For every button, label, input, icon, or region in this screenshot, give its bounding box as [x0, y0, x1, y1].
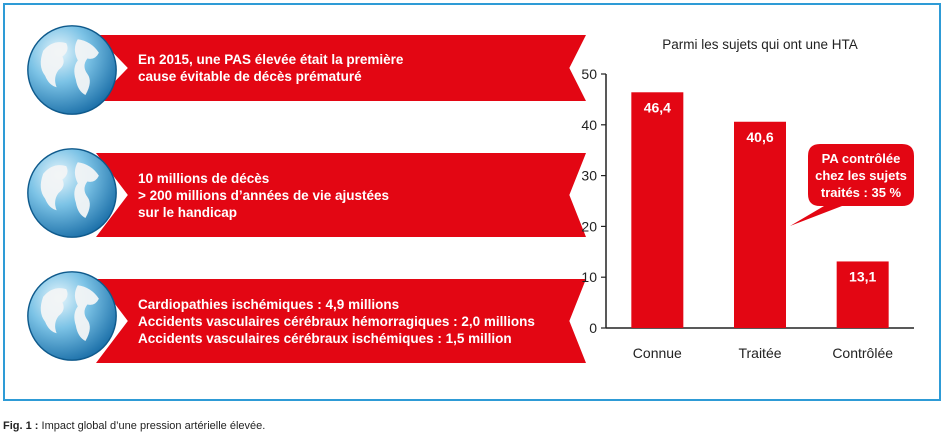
bar-value-label: 40,6: [746, 129, 773, 145]
bar-value-label: 13,1: [849, 268, 876, 284]
info-line: Accidents vasculaires cérébraux hémorrag…: [138, 313, 535, 329]
bar: [631, 92, 684, 329]
bar-chart: Parmi les sujets qui ont une HTA 0 10 20 30…: [581, 37, 914, 361]
figure-caption: Fig. 1 : Impact global d’une pression ar…: [3, 420, 265, 432]
chart-title: Parmi les sujets qui ont une HTA: [662, 37, 858, 52]
y-tick-label: 20: [581, 218, 597, 234]
info-banner-1: En 2015, une PAS élevée était la premièr…: [96, 35, 586, 101]
info-line: cause évitable de décès prématuré: [138, 69, 362, 84]
x-category-label: Traitée: [738, 345, 781, 361]
info-line: Accidents vasculaires cérébraux ischémiq…: [138, 330, 512, 346]
callout-line: PA contrôlée: [822, 151, 901, 166]
info-line: 10 millions de décès: [138, 170, 270, 186]
info-line: sur le handicap: [138, 204, 238, 220]
caption-text: Impact global d’une pression artérielle …: [41, 420, 266, 432]
globe-icon: [27, 271, 117, 361]
y-tick-label: 0: [589, 320, 597, 336]
info-banner-2: 10 millions de décès > 200 millions d’an…: [96, 153, 586, 237]
x-category-label: Contrôlée: [832, 345, 893, 361]
bar: [734, 121, 786, 328]
callout-line: chez les sujets: [815, 168, 907, 183]
x-axis-labels: Connue Traitée Contrôlée: [633, 345, 893, 361]
callout-line: traités : 35 %: [821, 185, 902, 200]
x-category-label: Connue: [633, 345, 682, 361]
info-line: > 200 millions d’années de vie ajustées: [138, 187, 389, 203]
y-tick-label: 50: [581, 66, 597, 82]
info-banner-3: Cardiopathies ischémiques : 4,9 millions…: [96, 279, 586, 363]
info-row-1: En 2015, une PAS élevée était la premièr…: [24, 22, 586, 118]
bar-value-label: 46,4: [644, 99, 671, 115]
y-tick-label: 40: [581, 117, 597, 133]
y-tick-label: 30: [581, 168, 597, 184]
info-line: Cardiopathies ischémiques : 4,9 millions: [138, 296, 400, 312]
info-row-2: 10 millions de décès > 200 millions d’an…: [24, 145, 586, 241]
annotation-callout: PA contrôlée chez les sujets traités : 35 …: [790, 144, 914, 226]
caption-label: Fig. 1 :: [3, 420, 39, 432]
info-row-3: Cardiopathies ischémiques : 4,9 millions…: [24, 268, 586, 364]
globe-icon: [27, 148, 117, 238]
y-tick-label: 10: [581, 269, 597, 285]
callout-bubble: [790, 144, 914, 226]
globe-icon: [27, 25, 117, 115]
bar: [836, 261, 889, 328]
bars: 46,4 40,6 13,1: [631, 92, 889, 329]
info-line: En 2015, une PAS élevée était la premièr…: [138, 52, 404, 67]
